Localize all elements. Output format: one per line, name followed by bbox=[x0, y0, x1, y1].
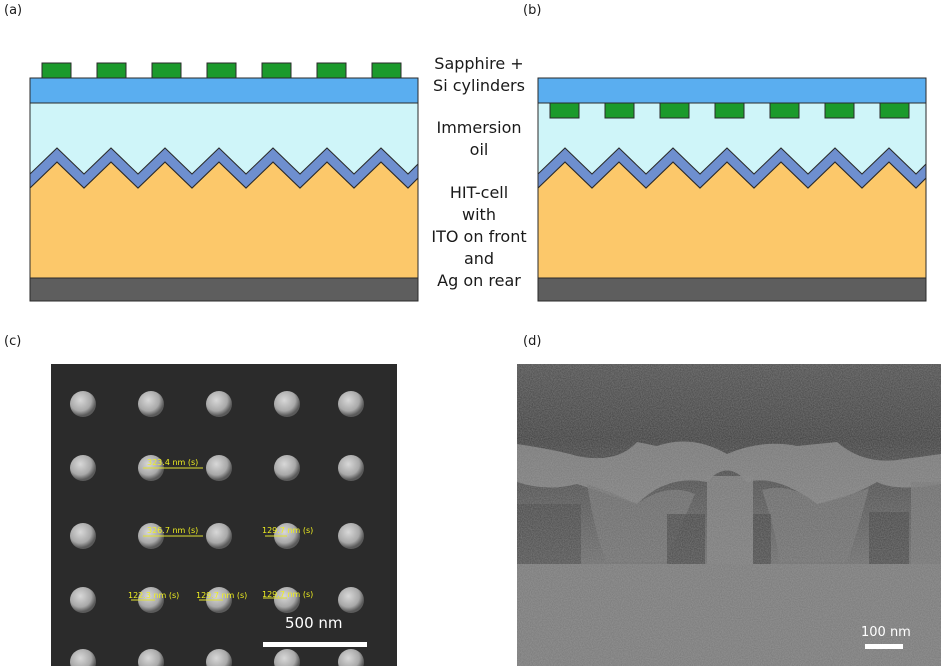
cylinder bbox=[261, 62, 292, 79]
label-cell-line5: Ag on rear bbox=[437, 271, 521, 290]
measurement-label: 323.4 nm (s) bbox=[147, 458, 198, 467]
panel-label-c: (c) bbox=[4, 334, 22, 349]
cylinder bbox=[604, 102, 635, 119]
si-cylinder-dot bbox=[338, 649, 364, 666]
cylinder bbox=[879, 102, 910, 119]
label-hit-cell: HIT-cell with ITO on front and Ag on rea… bbox=[420, 182, 538, 292]
schematic-a bbox=[29, 62, 927, 302]
label-sapphire-line2: Si cylinders bbox=[433, 76, 525, 95]
cylinder bbox=[659, 102, 690, 119]
label-oil-line1: Immersion bbox=[436, 118, 522, 137]
si-cylinder-dot bbox=[338, 455, 364, 481]
si-cylinders-bottom bbox=[549, 102, 910, 119]
si-cylinder-dot bbox=[206, 455, 232, 481]
label-cell-line3: ITO on front bbox=[431, 227, 527, 246]
measurement-label: 326.7 nm (s) bbox=[147, 526, 198, 535]
label-cell-line2: with bbox=[462, 205, 496, 224]
si-cylinder-dot bbox=[338, 587, 364, 613]
cylinder bbox=[824, 102, 855, 119]
cylinder bbox=[96, 62, 127, 79]
panel-label-a: (a) bbox=[4, 3, 23, 18]
si-cylinder-dot bbox=[70, 455, 96, 481]
sem-image-top-view: 323.4 nm (s) 326.7 nm (s) 129.7 nm (s) 1… bbox=[51, 364, 397, 666]
si-cylinder-dot bbox=[274, 455, 300, 481]
ito-layer bbox=[29, 147, 419, 190]
si-cylinder-dot bbox=[274, 391, 300, 417]
si-cylinder-dot bbox=[274, 649, 300, 666]
scale-bar-d bbox=[865, 644, 903, 649]
label-cell-line4: and bbox=[463, 249, 495, 268]
sapphire-layer bbox=[29, 77, 419, 104]
cylinder bbox=[549, 102, 580, 119]
label-oil: Immersion oil bbox=[420, 117, 538, 161]
label-sapphire: Sapphire + Si cylinders bbox=[420, 53, 538, 97]
si-cylinder-dot bbox=[70, 391, 96, 417]
si-cylinder-dot bbox=[70, 523, 96, 549]
cylinder bbox=[151, 62, 182, 79]
scale-bar-label-c: 500 nm bbox=[285, 614, 343, 632]
panel-label-b: (b) bbox=[523, 3, 542, 18]
cylinder bbox=[371, 62, 402, 79]
si-cylinder-dot bbox=[338, 523, 364, 549]
si-cylinder-dot bbox=[138, 649, 164, 666]
cylinder bbox=[714, 102, 745, 119]
si-cylinder-dot bbox=[70, 649, 96, 666]
sem-image-cross-section: 100 nm bbox=[517, 364, 941, 666]
label-cell-line1: HIT-cell bbox=[449, 183, 509, 202]
si-cylinder-dot bbox=[70, 587, 96, 613]
measurement-lines bbox=[131, 467, 287, 601]
cylinder bbox=[316, 62, 347, 79]
scale-bar-label-d: 100 nm bbox=[861, 625, 911, 640]
ag-layer bbox=[29, 277, 419, 302]
si-cylinder-dot bbox=[138, 391, 164, 417]
scale-bar-c bbox=[263, 642, 367, 647]
cylinder bbox=[769, 102, 800, 119]
si-cylinders-top bbox=[41, 62, 402, 79]
si-cylinder-dot bbox=[206, 649, 232, 666]
si-cylinder-dot bbox=[206, 523, 232, 549]
measurement-label: 129.7 nm (s) bbox=[262, 526, 313, 535]
cylinder bbox=[206, 62, 237, 79]
measurement-label: 122.3 nm (s) bbox=[128, 591, 179, 600]
ito-layer bbox=[537, 147, 927, 190]
si-cylinder-dot bbox=[206, 391, 232, 417]
si-cylinder-dot bbox=[274, 587, 300, 613]
cylinder bbox=[41, 62, 72, 79]
sapphire-layer bbox=[537, 77, 927, 104]
ag-layer bbox=[537, 277, 927, 302]
si-cylinder-dot bbox=[338, 391, 364, 417]
panel-label-d: (d) bbox=[523, 334, 542, 349]
measurement-label: 129.7 nm (s) bbox=[196, 591, 247, 600]
label-oil-line2: oil bbox=[469, 140, 489, 159]
label-sapphire-line1: Sapphire + bbox=[434, 54, 524, 73]
measurement-label: 129.7 nm (s) bbox=[262, 590, 313, 599]
